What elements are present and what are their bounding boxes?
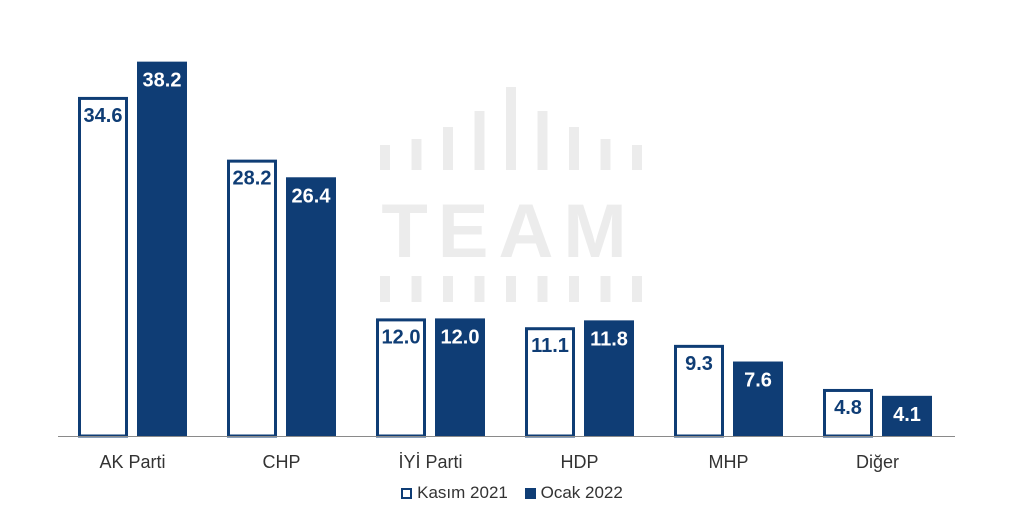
value-label: 11.1 (531, 335, 569, 357)
category-label: HDP (560, 452, 598, 472)
bar-ocak-2022 (584, 320, 634, 436)
bar-kasim-2021 (376, 318, 426, 438)
watermark-bar (411, 276, 422, 302)
watermark-text: TEAM (381, 189, 636, 274)
bar-ocak-2022 (733, 361, 783, 436)
watermark-bar (600, 276, 611, 302)
value-label: 34.6 (84, 105, 123, 127)
bar-ocak-2022 (435, 318, 485, 436)
legend-item-ocak-2022: Ocak 2022 (524, 483, 623, 503)
category-label: MHP (709, 452, 749, 472)
value-label: 9.3 (685, 353, 713, 375)
legend: Kasım 2021 Ocak 2022 (0, 483, 1024, 504)
bar-ocak-2022 (137, 61, 187, 436)
category-label: Diğer (856, 452, 899, 472)
value-label: 38.2 (143, 70, 182, 92)
bar-ocak-2022 (882, 395, 932, 436)
bars-group: 34.6 38.2 28.2 26.4 12.0 12.0 11.1 11.8 9.3 7.6 4.… (78, 61, 932, 438)
value-label: 12.0 (441, 326, 480, 348)
value-label: 12.0 (382, 326, 421, 348)
legend-swatch-filled (524, 487, 536, 499)
watermark-bar (537, 276, 548, 302)
category-label: İYİ Parti (398, 452, 462, 472)
watermark-bar (537, 111, 548, 170)
value-label: 4.1 (893, 404, 921, 426)
watermark-bar (443, 127, 453, 170)
bar-kasim-2021 (227, 159, 277, 438)
watermark-bar (474, 111, 485, 170)
category-label: AK Parti (99, 452, 165, 472)
legend-label: Kasım 2021 (417, 483, 508, 502)
value-label: 28.2 (233, 168, 272, 190)
bar-ocak-2022 (286, 177, 336, 436)
legend-label: Ocak 2022 (540, 483, 623, 502)
watermark-bar (569, 276, 579, 302)
category-labels: AK Parti CHP İYİ Parti HDP MHP Diğer (99, 452, 899, 472)
bar-kasim-2021 (525, 327, 575, 438)
watermark-bar (506, 87, 516, 170)
watermark-bar (569, 127, 579, 170)
watermark-bar (411, 139, 422, 170)
watermark-bar (506, 276, 516, 302)
watermark-bar (632, 276, 642, 302)
watermark-bar (474, 276, 485, 302)
category-label: CHP (262, 452, 300, 472)
legend-swatch-outline (401, 487, 413, 499)
value-label: 26.4 (292, 185, 332, 207)
value-label: 11.8 (590, 328, 628, 350)
watermark-bar (600, 139, 611, 170)
watermark-bar (380, 145, 390, 170)
legend-item-kasim-2021: Kasım 2021 (401, 483, 508, 503)
value-label: 4.8 (834, 397, 862, 419)
watermark-bar (632, 145, 642, 170)
bar-kasim-2021 (78, 96, 128, 438)
team-watermark: TEAM (380, 87, 642, 302)
watermark-bar (380, 276, 390, 302)
watermark-bar (443, 276, 453, 302)
value-label: 7.6 (744, 370, 772, 392)
